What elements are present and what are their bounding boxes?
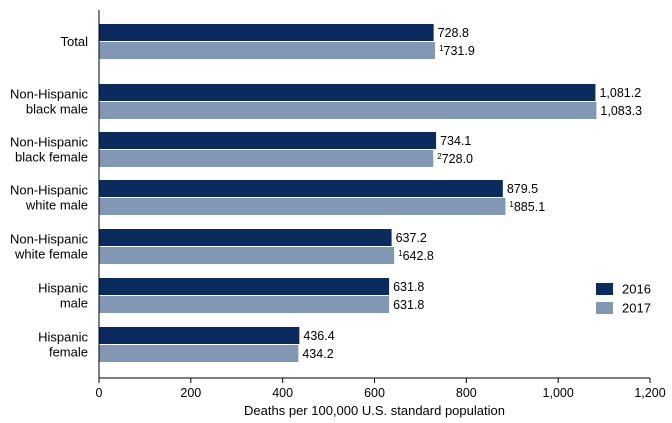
bar-2016-3 <box>99 180 503 197</box>
bar-2017-1 <box>99 102 597 119</box>
category-label-4-1: white female <box>14 247 88 262</box>
x-tick-label-5: 1,000 <box>543 386 574 400</box>
bar-2017-2 <box>99 150 434 167</box>
x-axis-title: Deaths per 100,000 U.S. standard populat… <box>244 403 505 418</box>
legend-label-2016: 2016 <box>622 282 651 297</box>
value-label-2016-2: 734.1 <box>440 134 471 148</box>
value-label-2017-2: 2728.0 <box>437 152 473 166</box>
value-label-2016-5: 631.8 <box>393 280 424 294</box>
bar-2017-0 <box>99 42 436 59</box>
value-label-2016-4: 637.2 <box>396 231 427 245</box>
category-label-5-1: male <box>60 296 88 311</box>
category-label-1-0: Non-Hispanic <box>10 87 89 102</box>
bars-group <box>99 24 597 362</box>
x-tick-label-1: 200 <box>180 386 201 400</box>
x-tick-label-6: 1,200 <box>634 386 665 400</box>
legend-label-2017: 2017 <box>622 301 651 316</box>
value-label-2016-1: 1,081.2 <box>599 86 641 100</box>
bar-2016-2 <box>99 132 437 149</box>
value-label-2017-5: 631.8 <box>393 298 424 312</box>
bar-2017-6 <box>99 345 299 362</box>
bar-2016-1 <box>99 84 596 101</box>
legend-swatch-2016 <box>596 283 613 295</box>
legend: 2016 2017 <box>596 282 651 316</box>
x-tick-label-4: 800 <box>456 386 477 400</box>
category-label-6-1: female <box>49 345 88 360</box>
value-label-2017-1: 1,083.3 <box>600 104 642 118</box>
legend-swatch-2017 <box>596 302 613 314</box>
bar-2016-0 <box>99 24 434 41</box>
bar-2017-5 <box>99 296 390 313</box>
bar-2017-4 <box>99 247 395 264</box>
value-label-2016-3: 879.5 <box>507 182 538 196</box>
value-label-2017-0: 1731.9 <box>439 44 475 58</box>
bar-2016-5 <box>99 278 390 295</box>
bar-2017-3 <box>99 198 506 215</box>
category-label-2-0: Non-Hispanic <box>10 135 89 150</box>
value-labels-group: 728.8 1731.9 1,081.2 1,083.3 734.1 2728.0 879.… <box>302 26 642 361</box>
value-label-2017-6: 434.2 <box>302 347 333 361</box>
category-label-3-1: white male <box>25 198 88 213</box>
category-label-0-0: Total <box>61 34 89 49</box>
category-label-1-1: black male <box>26 102 88 117</box>
bar-2016-6 <box>99 327 300 344</box>
category-label-4-0: Non-Hispanic <box>10 232 89 247</box>
x-tick-label-0: 0 <box>96 386 103 400</box>
category-label-6-0: Hispanic <box>38 330 88 345</box>
bar-2016-4 <box>99 229 392 246</box>
x-ticks-group: 0 200 400 600 800 1,000 1,200 <box>96 378 666 400</box>
value-label-2016-6: 436.4 <box>303 329 334 343</box>
category-label-2-1: black female <box>15 150 88 165</box>
x-tick-label-3: 600 <box>364 386 385 400</box>
category-label-3-0: Non-Hispanic <box>10 183 89 198</box>
value-label-2016-0: 728.8 <box>438 26 469 40</box>
value-label-2017-4: 1642.8 <box>398 249 434 263</box>
x-tick-label-2: 400 <box>272 386 293 400</box>
category-label-5-0: Hispanic <box>38 281 88 296</box>
value-label-2017-3: 1885.1 <box>509 200 545 214</box>
